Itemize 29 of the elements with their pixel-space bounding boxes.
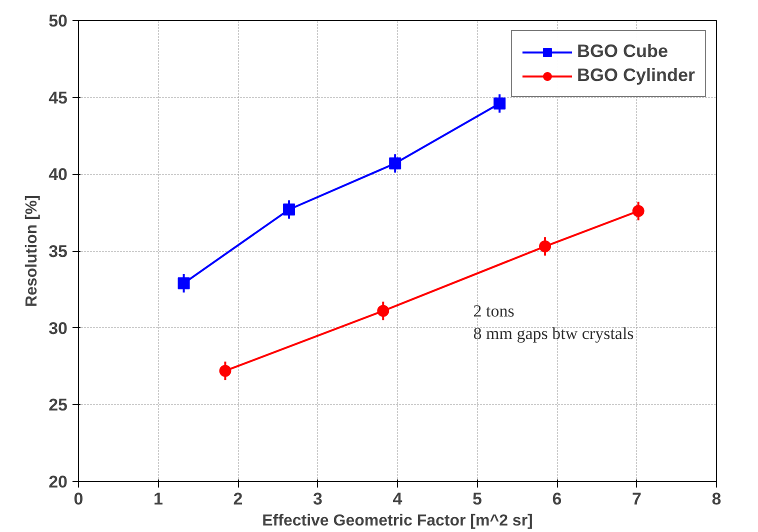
point bbox=[632, 205, 644, 218]
y-tick-label: 45 bbox=[48, 88, 68, 108]
x-tick-label: 0 bbox=[74, 490, 84, 508]
y-tick-label: 35 bbox=[48, 242, 68, 261]
point bbox=[389, 157, 402, 170]
x-tick-label: 8 bbox=[712, 490, 722, 508]
point bbox=[494, 97, 506, 110]
x-tick-label: 1 bbox=[154, 490, 163, 508]
x-tick-label: 7 bbox=[632, 490, 642, 508]
point bbox=[219, 364, 232, 377]
legend-label: BGO Cube bbox=[576, 41, 668, 62]
x-tick-label: 3 bbox=[313, 490, 322, 508]
x-tick-label: 2 bbox=[233, 490, 243, 508]
y-tick-label: 20 bbox=[48, 472, 68, 492]
y-tick-label: 30 bbox=[48, 318, 68, 338]
point bbox=[178, 277, 190, 290]
x-tick-label: 5 bbox=[472, 490, 482, 508]
x-axis-title: Effective Geometric Factor [m^2 sr] bbox=[262, 512, 533, 530]
x-tick-label: 4 bbox=[392, 490, 403, 508]
y-tick-label: 50 bbox=[48, 12, 68, 30]
point bbox=[377, 304, 390, 317]
x-tick-label: 6 bbox=[552, 490, 562, 508]
point bbox=[283, 204, 296, 216]
legend-label: BGO Cylinder bbox=[576, 65, 695, 86]
y-axis-title: Resolution [%] bbox=[24, 194, 41, 307]
y-tick-label: 40 bbox=[48, 165, 68, 184]
point bbox=[539, 240, 552, 252]
annotation: 2 tons 8 mm gaps btw crystals bbox=[473, 301, 634, 344]
y-tick-label: 25 bbox=[48, 396, 68, 415]
